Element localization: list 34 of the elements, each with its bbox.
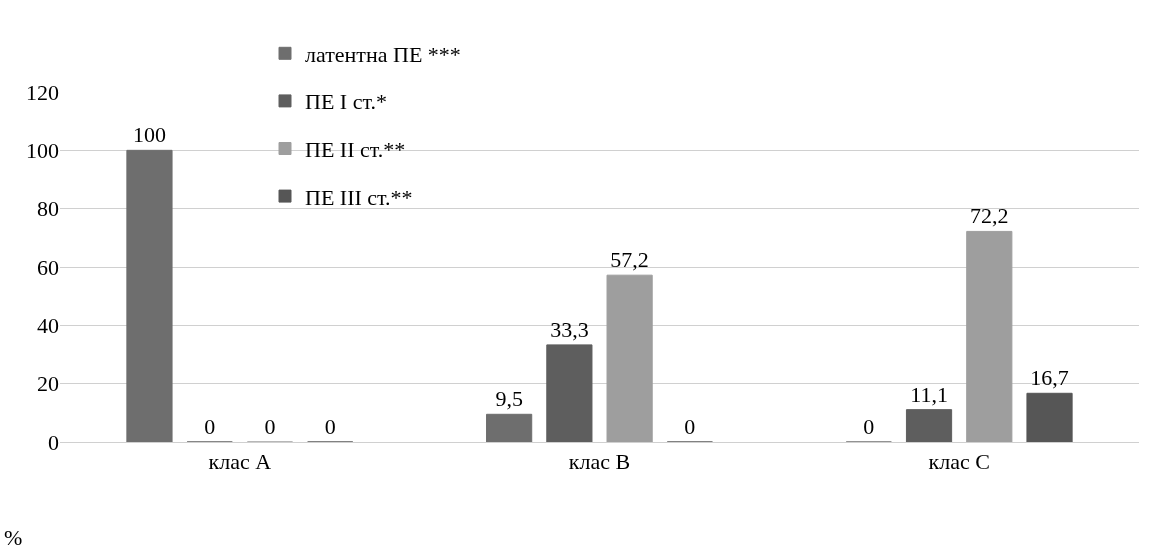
data-label: 0 xyxy=(684,414,696,439)
data-label: 9,5 xyxy=(495,386,523,412)
y-tick-label: 0 xyxy=(48,429,59,455)
data-label: 0 xyxy=(324,414,336,439)
y-tick-label: 120 xyxy=(26,79,59,105)
y-tick-label: 80 xyxy=(37,196,59,222)
data-label: 72,2 xyxy=(970,203,1009,229)
x-tick-label: клас А xyxy=(208,449,272,475)
data-label: 0 xyxy=(204,414,216,439)
legend-label: ПЕ I ст.* xyxy=(305,89,387,115)
bar xyxy=(1026,392,1073,442)
legend-label: ПЕ II ст.** xyxy=(305,137,406,163)
x-tick-label: клас С xyxy=(928,449,990,475)
bar xyxy=(126,149,173,442)
data-label: 16,7 xyxy=(1030,365,1069,391)
bar xyxy=(546,344,593,442)
data-label: 0 xyxy=(264,414,276,439)
data-label: 0 xyxy=(863,414,875,439)
bar xyxy=(905,409,953,442)
data-label: 57,2 xyxy=(610,247,649,273)
bar xyxy=(606,274,653,442)
data-label: 100 xyxy=(132,122,166,148)
y-axis-title: % xyxy=(4,525,23,550)
y-tick-label: 40 xyxy=(37,313,59,339)
y-tick-label: 20 xyxy=(37,371,59,397)
bar xyxy=(486,413,533,442)
data-label: 11,1 xyxy=(910,381,948,407)
y-tick-label: 60 xyxy=(37,254,59,280)
data-label: 33,3 xyxy=(550,316,589,342)
x-tick-label: клас В xyxy=(568,449,631,475)
bar xyxy=(966,230,1013,442)
legend-label: латентна ПЕ *** xyxy=(305,41,461,67)
y-tick-label: 100 xyxy=(26,138,59,164)
legend-label: ПЕ III ст.** xyxy=(305,184,413,210)
